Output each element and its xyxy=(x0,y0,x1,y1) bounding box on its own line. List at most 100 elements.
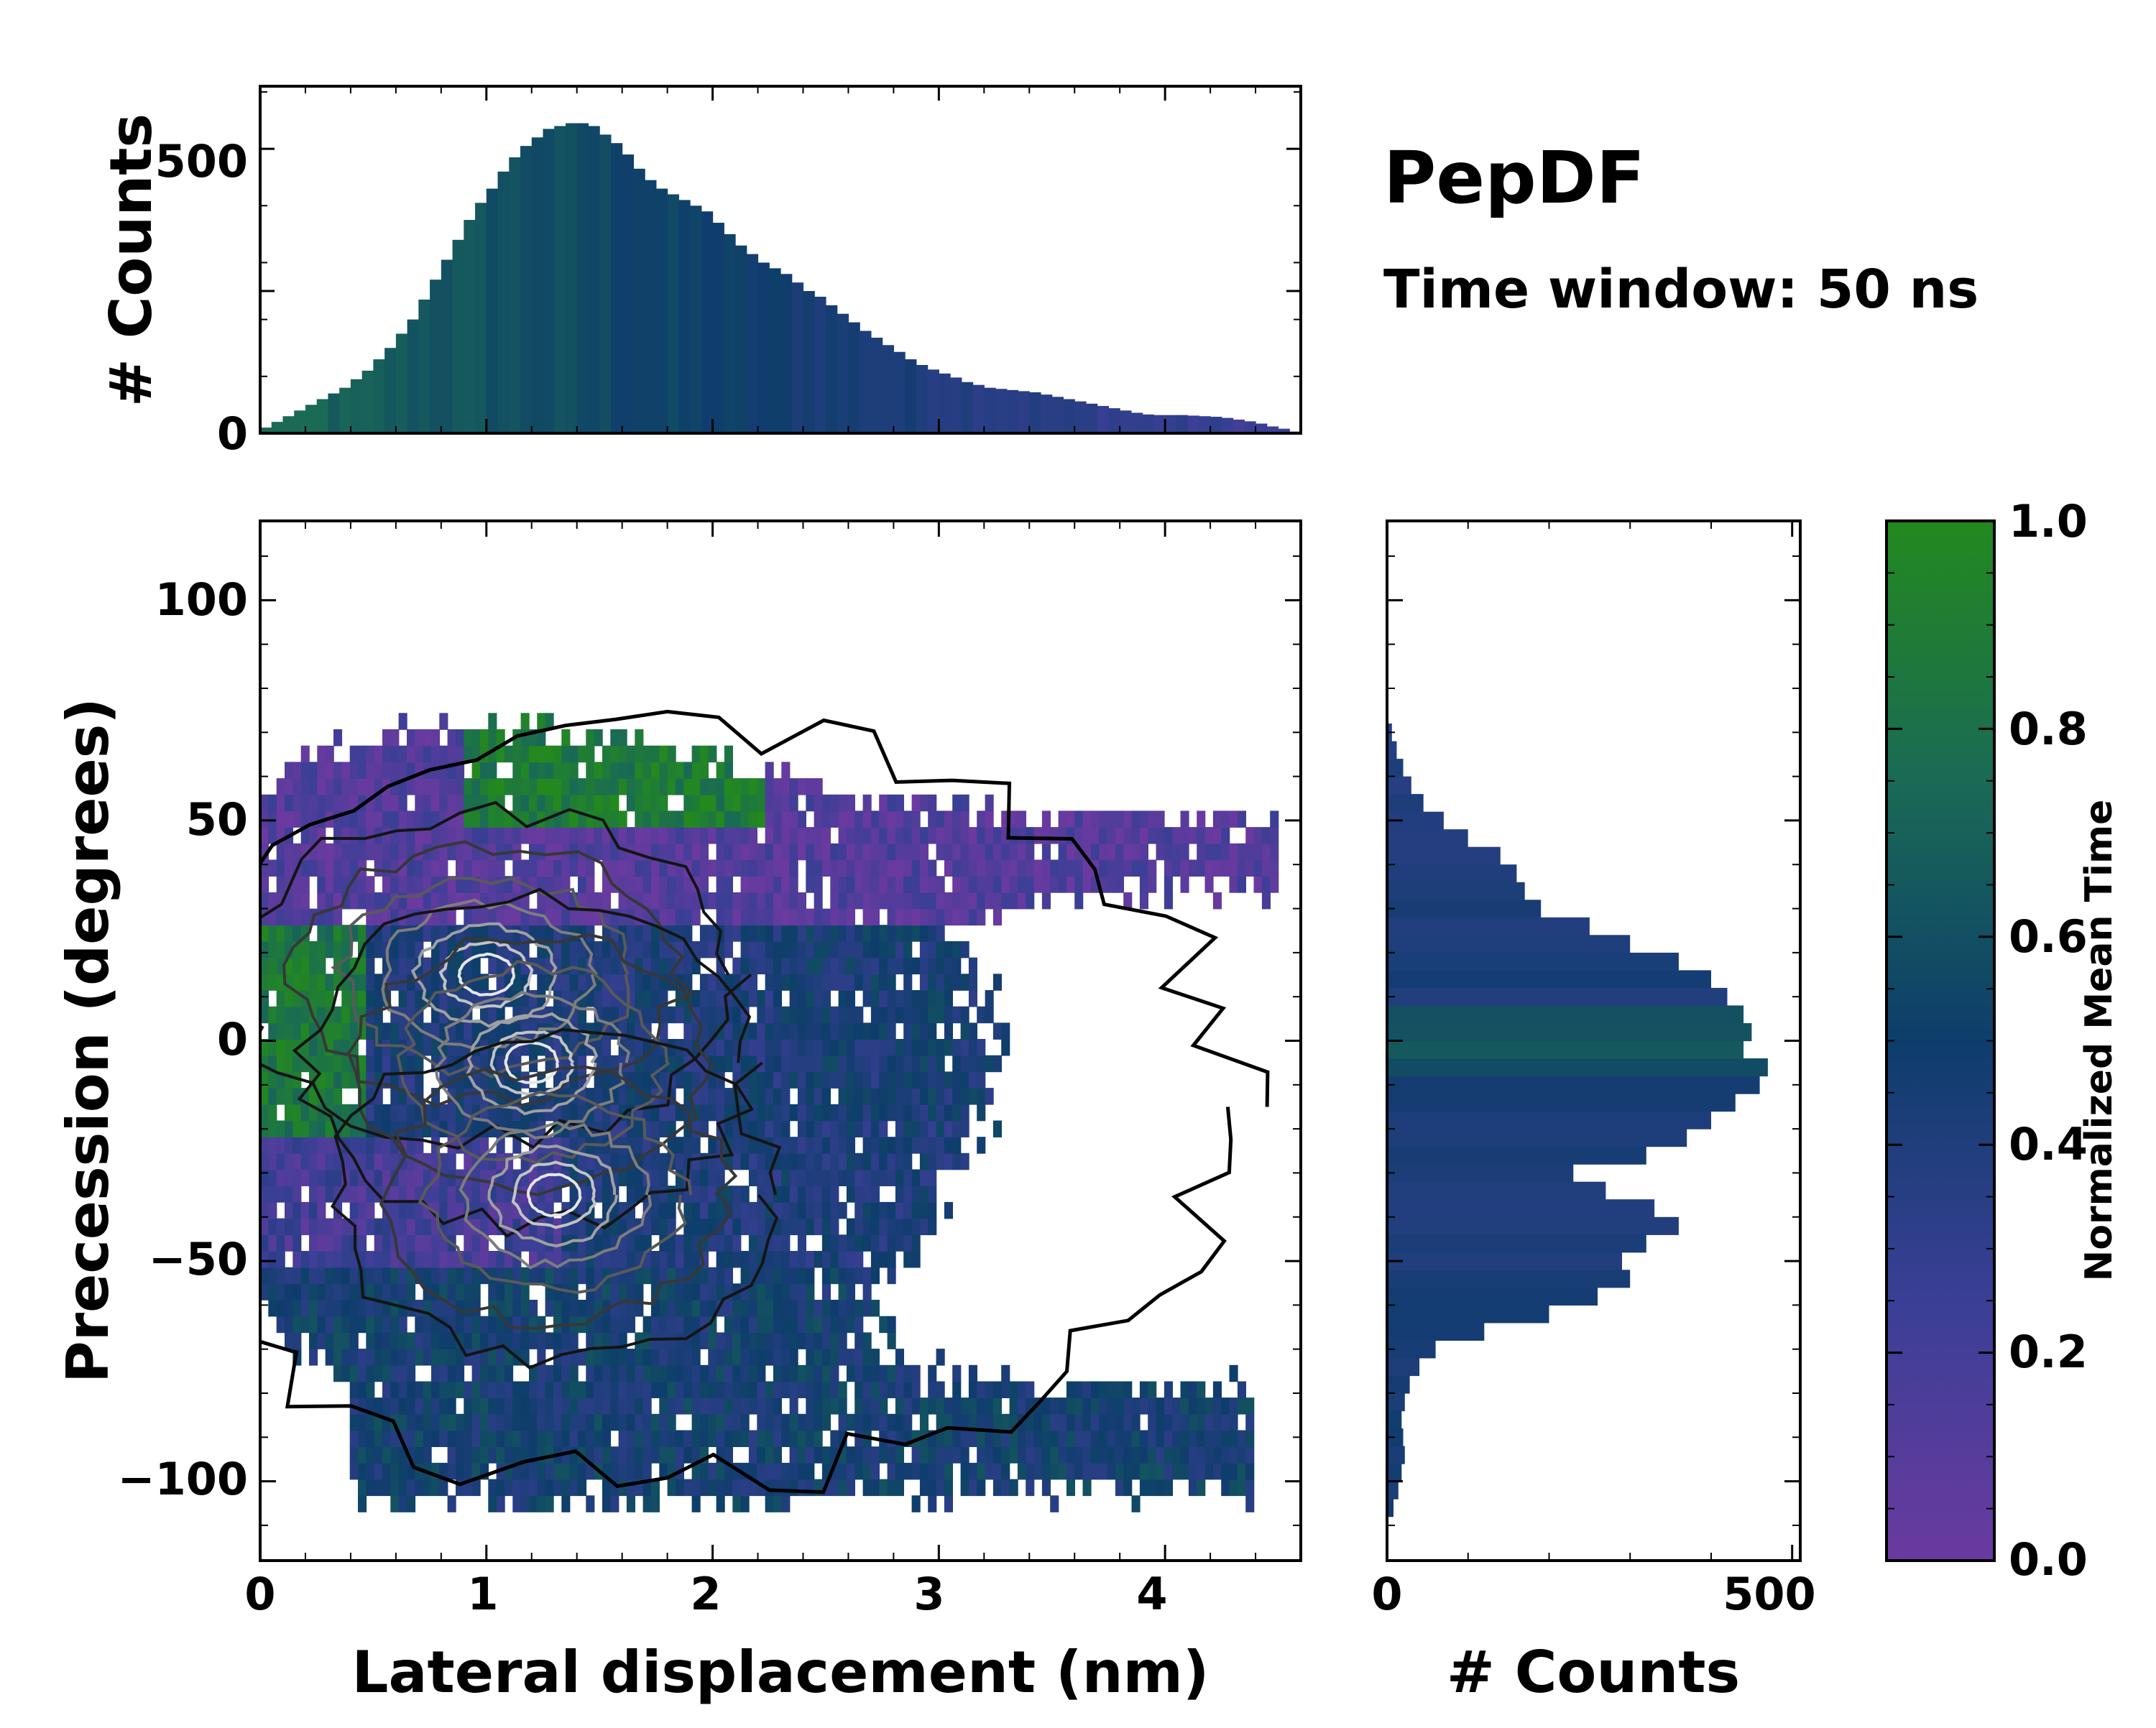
heatmap-cell xyxy=(512,778,522,795)
heatmap-cell xyxy=(398,1316,407,1334)
heatmap-cell xyxy=(1180,1430,1189,1447)
heatmap-cell xyxy=(488,1495,497,1512)
heatmap-cell xyxy=(1001,1479,1010,1497)
heatmap-cell xyxy=(471,1234,481,1252)
heatmap-cell xyxy=(781,1055,791,1073)
heatmap-cell xyxy=(789,941,798,958)
heatmap-cell xyxy=(512,1413,522,1431)
heatmap-cell xyxy=(292,1055,302,1073)
heatmap-cell xyxy=(1148,1430,1157,1447)
heatmap-cell xyxy=(960,1413,969,1431)
heatmap-cell xyxy=(757,1332,766,1349)
heatmap-cell xyxy=(952,1413,962,1431)
heatmap-cell xyxy=(699,778,709,795)
heatmap-cell xyxy=(862,794,872,812)
heatmap-cell xyxy=(471,1186,481,1203)
heatmap-cell xyxy=(626,1381,635,1398)
heatmap-cell xyxy=(977,1397,986,1415)
heatmap-cell xyxy=(512,859,522,877)
heatmap-cell xyxy=(879,1234,888,1252)
heatmap-cell xyxy=(699,859,709,877)
heatmap-cell xyxy=(488,1006,497,1024)
heatmap-cell xyxy=(748,925,757,942)
heatmap-cell xyxy=(992,1381,1002,1398)
contour-line xyxy=(346,933,715,1196)
heatmap-cell xyxy=(928,1104,937,1122)
heatmap-cell xyxy=(292,794,302,812)
cbar-tick-1.0: 1.0 xyxy=(2009,495,2088,547)
heatmap-cell xyxy=(439,827,448,844)
heatmap-cell xyxy=(740,1430,750,1447)
heatmap-cell xyxy=(512,1397,522,1415)
heatmap-cell xyxy=(407,941,416,958)
heatmap-cell xyxy=(545,810,554,828)
heatmap-cell xyxy=(789,1267,798,1285)
heatmap-cell xyxy=(797,827,806,844)
heatmap-cell xyxy=(814,1446,823,1464)
heatmap-cell xyxy=(952,908,962,926)
heatmap-cell xyxy=(838,1006,847,1024)
heatmap-cell xyxy=(846,1006,855,1024)
heatmap-cell xyxy=(545,1234,554,1252)
heatmap-cell xyxy=(806,794,815,812)
heatmap-cell xyxy=(1164,1446,1173,1464)
top-histogram-bar xyxy=(271,422,284,433)
heatmap-cell xyxy=(944,974,953,991)
heatmap-cell xyxy=(854,1446,864,1464)
heatmap-cell xyxy=(626,1234,635,1252)
heatmap-cell xyxy=(471,827,481,844)
heatmap-cell xyxy=(659,1430,668,1447)
heatmap-cell xyxy=(708,1169,717,1186)
heatmap-cell xyxy=(1082,1446,1092,1464)
heatmap-cell xyxy=(862,1218,872,1236)
right-histogram-ticks xyxy=(1386,521,1800,1561)
heatmap-cell xyxy=(1229,1364,1238,1382)
heatmap-cell xyxy=(642,1137,652,1154)
heatmap-cell xyxy=(569,1364,579,1382)
heatmap-cell xyxy=(309,957,318,975)
heatmap-cell xyxy=(407,778,416,795)
heatmap-cell xyxy=(586,778,595,795)
heatmap-cell xyxy=(268,1283,277,1300)
heatmap-cell xyxy=(992,1022,1002,1040)
top-histogram-bar xyxy=(984,387,996,433)
heatmap-cell xyxy=(642,810,652,828)
heatmap-cell xyxy=(789,1462,798,1480)
heatmap-cell xyxy=(1107,1430,1116,1447)
heatmap-cell xyxy=(561,1332,571,1349)
heatmap-cell xyxy=(960,1479,969,1497)
heatmap-cell xyxy=(285,1120,294,1137)
heatmap-cell xyxy=(276,778,285,795)
heatmap-cell xyxy=(1180,876,1189,893)
heatmap-cell xyxy=(390,1430,400,1447)
heatmap-cell xyxy=(757,778,766,795)
heatmap-cell xyxy=(374,1267,383,1285)
heatmap-cell xyxy=(635,1137,644,1154)
heatmap-cell xyxy=(260,810,270,828)
heatmap-cell xyxy=(936,1071,945,1089)
heatmap-cell xyxy=(806,941,815,958)
heatmap-cell xyxy=(1123,843,1133,861)
heatmap-cell xyxy=(968,1413,977,1431)
heatmap-cell xyxy=(708,1137,717,1154)
heatmap-cell xyxy=(374,745,383,763)
heatmap-cell xyxy=(1245,1462,1255,1480)
heatmap-cell xyxy=(635,1349,644,1366)
heatmap-cell xyxy=(968,1022,977,1040)
heatmap-cell xyxy=(683,1137,693,1154)
heatmap-cell xyxy=(545,713,554,730)
heatmap-cell xyxy=(594,1186,603,1203)
heatmap-cell xyxy=(1041,1397,1051,1415)
heatmap-cell xyxy=(732,1332,742,1349)
heatmap-cell xyxy=(292,876,302,893)
heatmap-cell xyxy=(545,1104,554,1122)
heatmap-cell xyxy=(879,892,888,910)
heatmap-cell xyxy=(1197,843,1206,861)
heatmap-cell xyxy=(471,908,481,926)
right-histogram-bar xyxy=(1387,1181,1606,1200)
top-histogram-bar xyxy=(1266,426,1279,433)
heatmap-cell xyxy=(447,1186,456,1203)
heatmap-cell xyxy=(699,843,709,861)
heatmap-cell xyxy=(349,859,359,877)
